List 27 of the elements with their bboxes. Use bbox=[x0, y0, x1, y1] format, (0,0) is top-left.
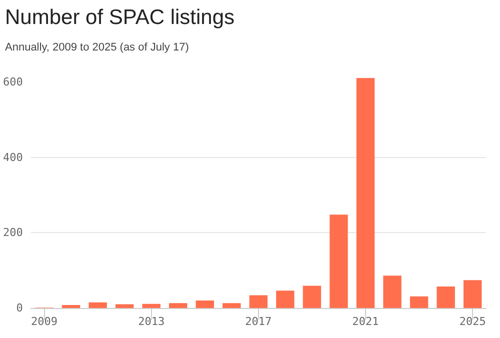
x-tick-label: 2009 bbox=[31, 315, 58, 328]
bar bbox=[276, 290, 294, 308]
bar bbox=[410, 296, 428, 308]
y-tick-label: 0 bbox=[16, 302, 23, 314]
bar bbox=[464, 280, 482, 308]
bar bbox=[62, 304, 80, 308]
chart-subtitle: Annually, 2009 to 2025 (as of July 17) bbox=[5, 42, 189, 54]
bar bbox=[169, 303, 188, 308]
bar bbox=[249, 295, 268, 308]
y-tick-label: 200 bbox=[2, 226, 23, 240]
bar bbox=[88, 302, 107, 308]
y-tick-label: 400 bbox=[2, 150, 23, 164]
y-tick-label: 600 bbox=[2, 76, 23, 89]
bar bbox=[196, 300, 214, 308]
bar bbox=[222, 303, 241, 308]
bar bbox=[302, 286, 322, 308]
bar bbox=[356, 78, 375, 308]
x-tick-label: 2017 bbox=[245, 315, 272, 328]
bar bbox=[330, 214, 348, 308]
bar bbox=[383, 276, 402, 308]
x-tick-label: 2013 bbox=[138, 315, 165, 328]
bar bbox=[436, 286, 455, 308]
bar bbox=[115, 304, 134, 308]
x-tick-label: 2021 bbox=[352, 315, 379, 328]
bar bbox=[142, 304, 160, 308]
x-tick-label: 2025 bbox=[459, 315, 486, 328]
chart-title: Number of SPAC listings bbox=[5, 6, 235, 29]
